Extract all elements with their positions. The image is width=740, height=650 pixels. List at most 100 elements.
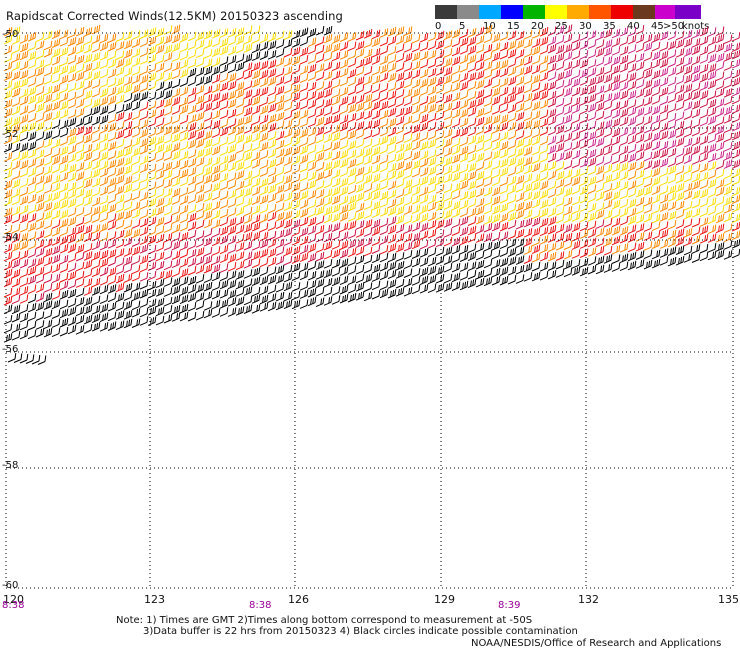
wind-barb (659, 41, 669, 52)
wind-barb (635, 232, 645, 242)
wind-barb (51, 290, 61, 300)
wind-barb (275, 156, 285, 167)
wind-barb (499, 231, 509, 241)
wind-barb (219, 271, 229, 282)
wind-barb (291, 110, 301, 120)
wind-barb (603, 191, 613, 201)
scale-tick-label: 20 (531, 21, 544, 32)
wind-barb (123, 193, 133, 203)
wind-barb (411, 276, 421, 286)
wind-barb (275, 300, 285, 311)
wind-barb (11, 44, 21, 54)
wind-barb (507, 103, 517, 114)
wind-barb (395, 89, 405, 99)
wind-barb (283, 281, 293, 292)
wind-barb (299, 162, 309, 173)
wind-barb (491, 249, 501, 260)
wind-barb (443, 156, 453, 167)
wind-barb (531, 110, 541, 121)
wind-barb (355, 66, 365, 77)
wind-barb (507, 58, 517, 68)
wind-barb (627, 44, 637, 54)
wind-barb (467, 207, 477, 218)
wind-barb (131, 155, 141, 166)
wind-barb (27, 59, 37, 70)
wind-barb (659, 95, 669, 106)
wind-barb (291, 262, 301, 273)
wind-barb (67, 234, 77, 244)
wind-barb (531, 173, 541, 184)
wind-barb (451, 190, 461, 200)
wind-barb (515, 246, 525, 256)
wind-barb (187, 257, 197, 267)
wind-barb (579, 193, 589, 204)
wind-barb (387, 46, 397, 56)
wind-barb (195, 57, 205, 68)
wind-barb (179, 151, 189, 161)
wind-barb (683, 236, 693, 247)
wind-barb (115, 58, 125, 68)
wind-barb (99, 133, 109, 143)
wind-barb (83, 268, 93, 279)
lat-label: -50 (2, 29, 18, 40)
wind-barb (459, 146, 469, 156)
wind-barb (403, 161, 413, 171)
wind-barb (611, 190, 621, 201)
wind-barb (523, 111, 533, 122)
wind-barb (507, 139, 517, 150)
wind-barb (435, 76, 445, 87)
wind-barb (115, 238, 125, 249)
wind-barb (171, 33, 181, 44)
wind-barb (451, 28, 461, 39)
wind-barb (243, 98, 253, 108)
wind-barb (283, 57, 293, 67)
wind-barb (611, 91, 621, 102)
wind-barb (99, 258, 109, 268)
wind-barb (43, 210, 53, 220)
wind-barb (419, 230, 429, 240)
wind-barb (363, 209, 373, 219)
wind-barb (19, 159, 29, 170)
wind-barb (659, 112, 669, 122)
wind-barb (387, 163, 397, 173)
wind-barb (147, 288, 157, 299)
wind-barb (307, 154, 317, 164)
wind-barb (235, 81, 245, 92)
wind-barb (235, 197, 245, 207)
wind-barb (123, 236, 133, 247)
wind-barb (459, 99, 469, 110)
wind-barb (339, 177, 349, 188)
wind-barb (35, 49, 45, 60)
wind-barb (203, 49, 213, 59)
wind-barb (475, 250, 485, 261)
wind-barb (11, 53, 21, 63)
wind-barb (547, 116, 557, 126)
wind-barb (691, 172, 701, 183)
wind-barb (219, 64, 229, 74)
wind-barb (627, 90, 637, 100)
wind-barb (635, 88, 645, 99)
wind-barb (3, 268, 13, 279)
wind-barb (115, 174, 125, 185)
wind-barb (251, 286, 261, 297)
wind-barb (131, 92, 141, 103)
wind-barb (171, 160, 181, 170)
wind-barb (195, 283, 205, 293)
wind-barb (523, 237, 533, 247)
wind-barb (379, 109, 389, 120)
wind-barb (523, 272, 533, 282)
wind-barb (411, 69, 421, 79)
wind-barb (171, 285, 181, 295)
wind-barb (619, 253, 629, 264)
wind-barb (243, 206, 253, 217)
wind-barb (115, 310, 125, 320)
wind-barb (75, 270, 85, 281)
wind-barb (243, 240, 253, 251)
wind-barb (107, 267, 117, 277)
wind-barb (283, 74, 293, 84)
wind-barb (539, 99, 549, 109)
wind-barb (435, 166, 445, 176)
wind-barb (171, 61, 181, 72)
wind-barb (499, 148, 509, 159)
wind-barb (491, 95, 501, 106)
